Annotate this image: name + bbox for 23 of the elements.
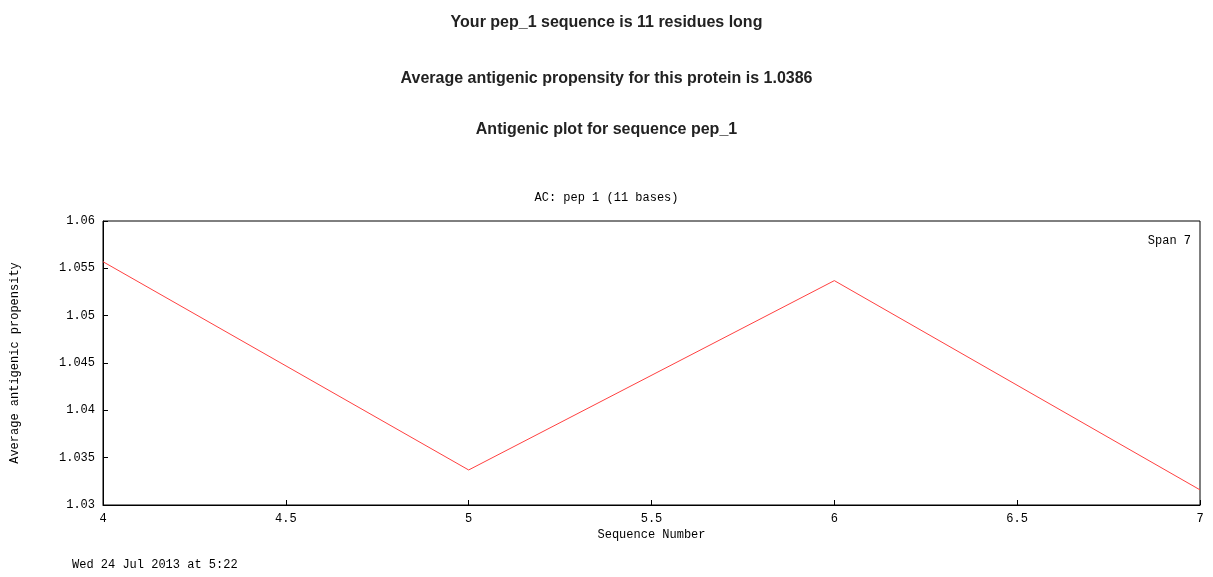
y-tick-label: 1.045 [58, 356, 95, 370]
y-tick-label: 1.035 [58, 450, 95, 465]
x-tick-label: 4 [99, 512, 107, 526]
y-axis-title: Average antigenic propensity [8, 262, 22, 464]
x-tick-label: 4.5 [275, 512, 297, 526]
text: Wed 24 Jul 2013 at 5:22 [72, 558, 238, 572]
x-axis-title: Sequence Number [597, 528, 706, 542]
x-tick-label: 5 [465, 512, 473, 526]
text: Antigenic plot for sequence pep_1 [475, 119, 738, 137]
x-tick-label: 6 [830, 512, 838, 526]
y-tick-label: 1.055 [58, 261, 95, 276]
chart-title: Your pep_1 sequence is 11 residues long [450, 12, 763, 30]
chart-subtitle: Average antigenic propensity for this protein is 1.0386 [400, 68, 813, 86]
x-tick-label: 7 [1196, 512, 1204, 526]
y-tick-label: 1.03 [66, 498, 95, 512]
y-tick-label: 1.04 [66, 403, 95, 418]
annotation: Span 7 [1147, 234, 1192, 248]
y-tick-label: 1.05 [66, 308, 95, 323]
line-series [102, 261, 1201, 491]
x-tick-label: 5.5 [640, 512, 663, 526]
text: AC: pep 1 (11 bases) [534, 191, 679, 205]
x-tick-label: 6.5 [1006, 512, 1028, 526]
y-tick-label: 1.06 [66, 214, 95, 228]
